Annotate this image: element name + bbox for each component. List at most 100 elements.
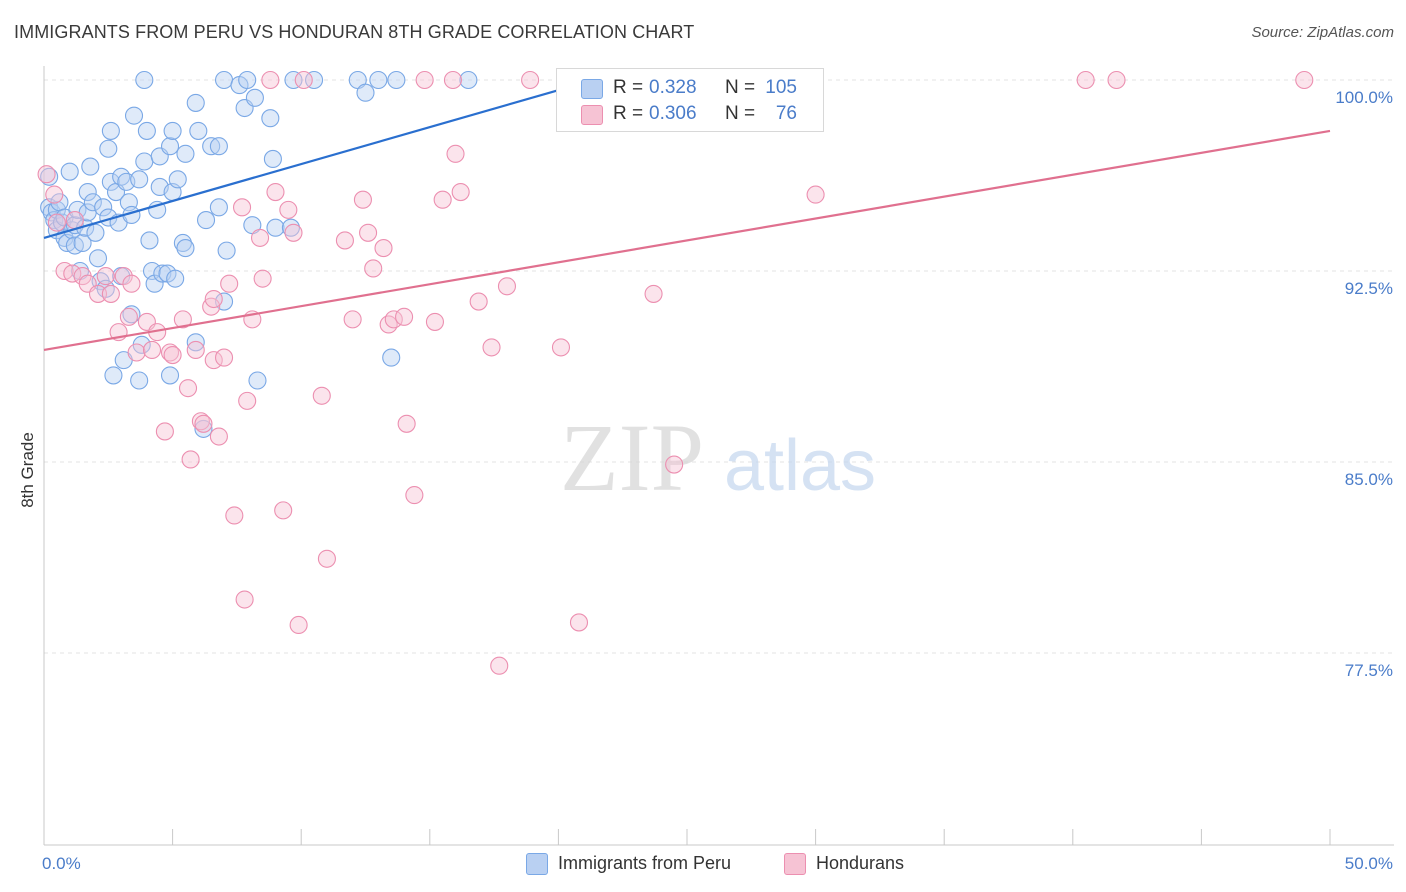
data-point [173, 233, 192, 253]
data-point [253, 269, 272, 288]
data-point [96, 267, 115, 286]
data-point [101, 121, 120, 140]
y-tick-label: 100.0% [1335, 88, 1393, 107]
chart-title: IMMIGRANTS FROM PERU VS HONDURAN 8TH GRA… [14, 22, 695, 42]
legend-r-value: 0.328 [649, 77, 697, 98]
legend-swatch-peru [581, 79, 603, 99]
data-point [127, 343, 146, 362]
data-point [176, 239, 195, 258]
data-point [364, 259, 383, 278]
data-point [104, 366, 123, 385]
y-tick-label: 77.5% [1345, 661, 1393, 680]
legend-n-value: 105 [765, 77, 797, 98]
data-point [45, 185, 64, 204]
data-point [142, 340, 162, 359]
data-point [119, 307, 138, 326]
data-point [281, 218, 300, 237]
data-point [163, 345, 182, 365]
data-point [47, 213, 66, 232]
data-point [189, 121, 208, 140]
data-point [99, 139, 118, 158]
data-point [305, 70, 324, 90]
data-point [196, 211, 216, 230]
data-point [173, 310, 192, 329]
axes [43, 66, 1394, 846]
data-point [238, 70, 257, 90]
data-point [644, 284, 663, 303]
data-point [145, 274, 164, 293]
watermark-zip: ZIP [560, 404, 704, 511]
data-point [94, 198, 113, 217]
data-point [279, 200, 298, 219]
bottom-legend-swatch-peru [526, 853, 548, 875]
legend-row-hondurans: R = 0.306 N = 76 [557, 101, 823, 127]
watermark-atlas: atlas [724, 426, 876, 506]
data-point [806, 185, 825, 204]
data-point [63, 264, 82, 283]
x-tick-label: 0.0% [42, 854, 81, 873]
data-point [379, 315, 398, 334]
data-point [40, 167, 59, 186]
data-point [186, 93, 205, 112]
series-peru-points [40, 70, 478, 438]
data-point [137, 121, 156, 140]
data-point [114, 267, 133, 286]
bottom-legend-swatch-hondurans [784, 853, 806, 875]
data-point [194, 414, 213, 433]
data-point [209, 198, 228, 217]
data-point [86, 223, 105, 242]
data-point [374, 239, 393, 258]
data-point [176, 144, 195, 163]
data-point [178, 379, 198, 398]
data-point [225, 506, 244, 525]
data-point [140, 231, 159, 250]
legend-n-label: N = [725, 77, 756, 98]
data-point [160, 343, 180, 362]
data-point [204, 351, 223, 370]
legend-r-label: R = [613, 77, 644, 98]
data-point [122, 305, 141, 324]
y-tick-label: 92.5% [1345, 279, 1393, 298]
data-point [186, 340, 205, 359]
legend-r-label: R = [613, 103, 644, 124]
data-point [569, 613, 589, 632]
legend-row-peru: R = 0.328 N = 105 [557, 75, 823, 101]
data-point [235, 590, 254, 609]
data-point [266, 218, 285, 237]
data-point [395, 307, 414, 326]
y-axis-title: 8th Grade [18, 432, 37, 508]
data-point [73, 233, 92, 253]
data-point [551, 338, 571, 357]
data-point [356, 83, 375, 102]
data-point [135, 152, 154, 171]
bottom-legend-label-hondurans: Hondurans [816, 853, 905, 873]
data-point [135, 70, 154, 90]
data-point [160, 366, 180, 385]
data-point [88, 249, 108, 268]
data-point [209, 137, 228, 156]
data-point [204, 289, 223, 309]
data-point [384, 310, 403, 329]
data-point [397, 414, 416, 433]
data-point [451, 183, 470, 202]
data-point [317, 549, 336, 568]
data-point [209, 427, 228, 446]
gridlines [44, 79, 1394, 654]
data-point [124, 106, 144, 125]
data-point [369, 70, 388, 90]
data-point [155, 422, 174, 441]
data-point [78, 183, 97, 202]
trend-line-hondurans [43, 129, 1331, 352]
data-point [220, 274, 239, 293]
data-point [490, 656, 509, 675]
data-point [294, 70, 313, 90]
data-point [245, 88, 264, 107]
series-hondurans-points [37, 70, 1314, 675]
data-point [88, 284, 108, 303]
data-point [217, 241, 236, 260]
data-point [284, 70, 303, 90]
data-point [130, 170, 149, 189]
trend-line-peru [43, 89, 559, 239]
data-point [284, 223, 303, 242]
